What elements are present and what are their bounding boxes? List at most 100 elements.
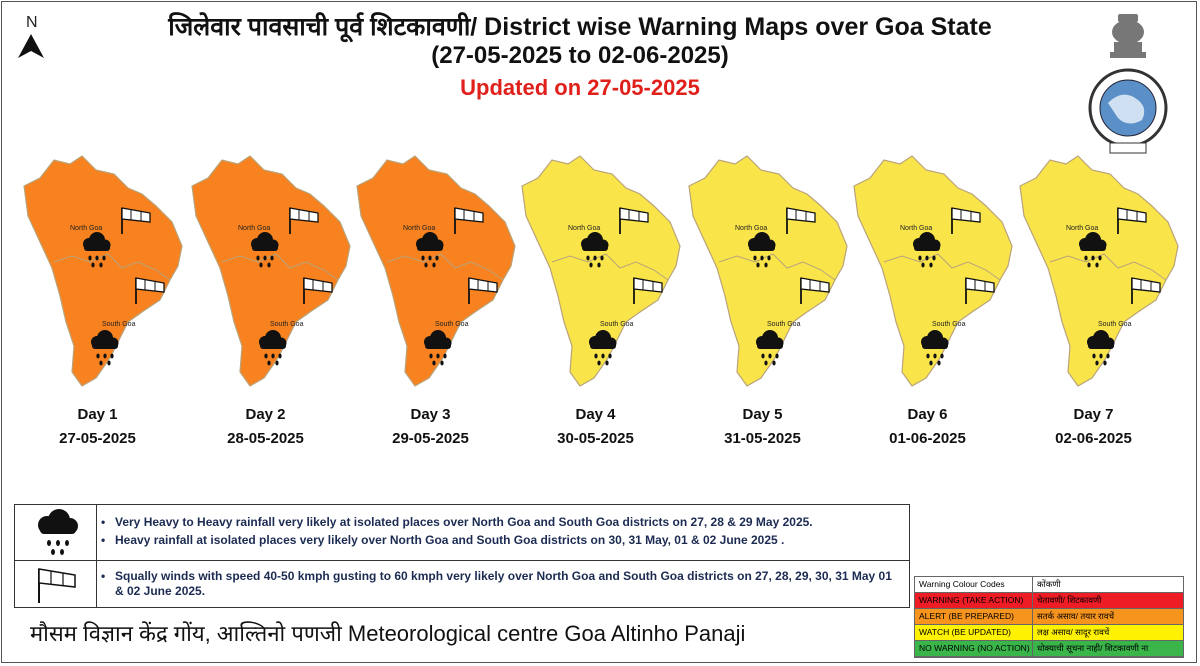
day-label: Day 1 [77, 406, 118, 423]
north-goa-label: North Goa [568, 225, 600, 232]
rain-cloud-icon [921, 330, 949, 366]
colour-code-konkani: लक्ष असाव/ सादूर रावचें [1037, 627, 1110, 637]
windsock-icon [454, 207, 484, 234]
rain-cloud-icon [416, 232, 444, 268]
rain-cloud-icon [581, 232, 609, 268]
colour-code-row: WARNING (TAKE ACTION) चेतावणी/ शिटकावणी [915, 593, 1183, 609]
legend-row-rain: • Very Heavy to Heavy rainfall very likel… [15, 505, 909, 561]
district-boundary [883, 253, 1001, 281]
colour-code-row: NO WARNING (NO ACTION) धोक्याची सूचना नाह… [915, 641, 1183, 657]
day-date: 31-05-2025 [724, 430, 801, 447]
day-label: Day 2 [245, 406, 286, 423]
goa-state-outline [23, 155, 183, 387]
legend-wind-line-1: • Squally winds with speed 40-50 kmph gus… [101, 569, 892, 598]
legend-rain-cell [15, 505, 97, 560]
windsock-icon [633, 277, 663, 304]
north-goa-label: North Goa [900, 225, 932, 232]
goa-state-outline [356, 155, 516, 387]
day-label: Day 5 [742, 406, 783, 423]
goa-state-outline [688, 155, 848, 387]
rain-cloud-icon [83, 232, 111, 268]
warning-colour-codes: Warning Colour Codes कोंकणी WARNING (TAK… [914, 576, 1184, 658]
colour-code-english: ALERT (BE PREPARED) [915, 609, 1033, 624]
goa-district-map: North Goa South Goa [23, 155, 183, 387]
legend-row-wind: • Squally winds with speed 40-50 kmph gus… [15, 561, 909, 607]
colour-code-konkani: धोक्याची सूचना नाही/ शिटकावणी ना [1037, 643, 1149, 653]
district-boundary [551, 253, 669, 281]
windsock-icon [951, 207, 981, 234]
north-arrow-icon [18, 34, 44, 58]
day-map-2: North Goa South Goa Day 2 28-05-2025 [178, 150, 353, 460]
windsock-icon [468, 277, 498, 304]
colour-code-english: WARNING (TAKE ACTION) [915, 593, 1033, 608]
south-goa-label: South Goa [767, 321, 801, 328]
goa-district-map: North Goa South Goa [853, 155, 1013, 387]
north-goa-label: North Goa [735, 225, 767, 232]
windsock-icon [121, 207, 151, 234]
imd-emblem-icon [1088, 14, 1168, 154]
windsock-icon [619, 207, 649, 234]
north-arrow: N [16, 14, 56, 66]
goa-district-map: North Goa South Goa [356, 155, 516, 387]
south-goa-label: South Goa [270, 321, 304, 328]
rain-cloud-icon [259, 330, 287, 366]
goa-state-outline [853, 155, 1013, 387]
day-map-3: North Goa South Goa Day 3 29-05-2025 [343, 150, 518, 460]
goa-district-map: North Goa South Goa [191, 155, 351, 387]
day-date: 28-05-2025 [227, 430, 304, 447]
day-date: 27-05-2025 [59, 430, 136, 447]
north-label: N [26, 14, 38, 31]
colour-codes-header: Warning Colour Codes कोंकणी [915, 577, 1183, 593]
footer-centre-name: मौसम विज्ञान केंद्र गोंय, आल्तिनो पणजी M… [30, 621, 746, 646]
rain-cloud-icon [91, 330, 119, 366]
rain-cloud-icon [756, 330, 784, 366]
date-range: (27-05-2025 to 02-06-2025) [431, 42, 729, 69]
north-goa-label: North Goa [70, 225, 102, 232]
goa-district-map: North Goa South Goa [1019, 155, 1179, 387]
windsock-icon [965, 277, 995, 304]
colour-code-row: WATCH (BE UPDATED) लक्ष असाव/ सादूर रावचे… [915, 625, 1183, 641]
day-label: Day 3 [410, 406, 451, 423]
rain-cloud-icon [424, 330, 452, 366]
district-boundary [718, 253, 836, 281]
windsock-icon [303, 277, 333, 304]
day-label: Day 4 [575, 406, 616, 423]
colour-codes-header-english: Warning Colour Codes [915, 577, 1033, 592]
north-goa-label: North Goa [403, 225, 435, 232]
windsock-icon [135, 277, 165, 304]
colour-code-english: WATCH (BE UPDATED) [915, 625, 1033, 640]
day-label: Day 6 [907, 406, 948, 423]
windsock-icon [38, 568, 76, 603]
legend-table: • Very Heavy to Heavy rainfall very likel… [14, 504, 910, 608]
day-date: 30-05-2025 [557, 430, 634, 447]
colour-codes-header-konkani: कोंकणी [1037, 579, 1061, 589]
day-date: 01-06-2025 [889, 430, 966, 447]
rain-cloud-icon [589, 330, 617, 366]
goa-state-outline [191, 155, 351, 387]
windsock-icon [1117, 207, 1147, 234]
goa-state-outline [1019, 155, 1179, 387]
colour-code-konkani: चेतावणी/ शिटकावणी [1037, 595, 1102, 605]
district-boundary [53, 253, 171, 281]
district-boundary [1049, 253, 1167, 281]
colour-code-row: ALERT (BE PREPARED) सतर्क असाव/ तयार रावच… [915, 609, 1183, 625]
district-boundary [386, 253, 504, 281]
colour-code-konkani: सतर्क असाव/ तयार रावचें [1037, 611, 1114, 621]
windsock-icon [289, 207, 319, 234]
colour-code-english: NO WARNING (NO ACTION) [915, 641, 1033, 656]
goa-district-map: North Goa South Goa [688, 155, 848, 387]
legend-rain-line-2: • Heavy rainfall at isolated places very … [101, 533, 785, 547]
south-goa-label: South Goa [600, 321, 634, 328]
south-goa-label: South Goa [1098, 321, 1132, 328]
day-map-6: North Goa South Goa Day 6 01-06-2025 [840, 150, 1015, 460]
goa-district-map: North Goa South Goa [521, 155, 681, 387]
day-map-4: North Goa South Goa Day 4 30-05-2025 [508, 150, 683, 460]
rain-cloud-icon [1079, 232, 1107, 268]
north-goa-label: North Goa [1066, 225, 1098, 232]
goa-state-outline [521, 155, 681, 387]
day-map-7: North Goa South Goa Day 7 02-06-2025 [1006, 150, 1181, 460]
south-goa-label: South Goa [932, 321, 966, 328]
page-title: जिलेवार पावसाची पूर्व शिटकावणी/ District… [168, 13, 992, 41]
day-map-5: North Goa South Goa Day 5 31-05-2025 [675, 150, 850, 460]
